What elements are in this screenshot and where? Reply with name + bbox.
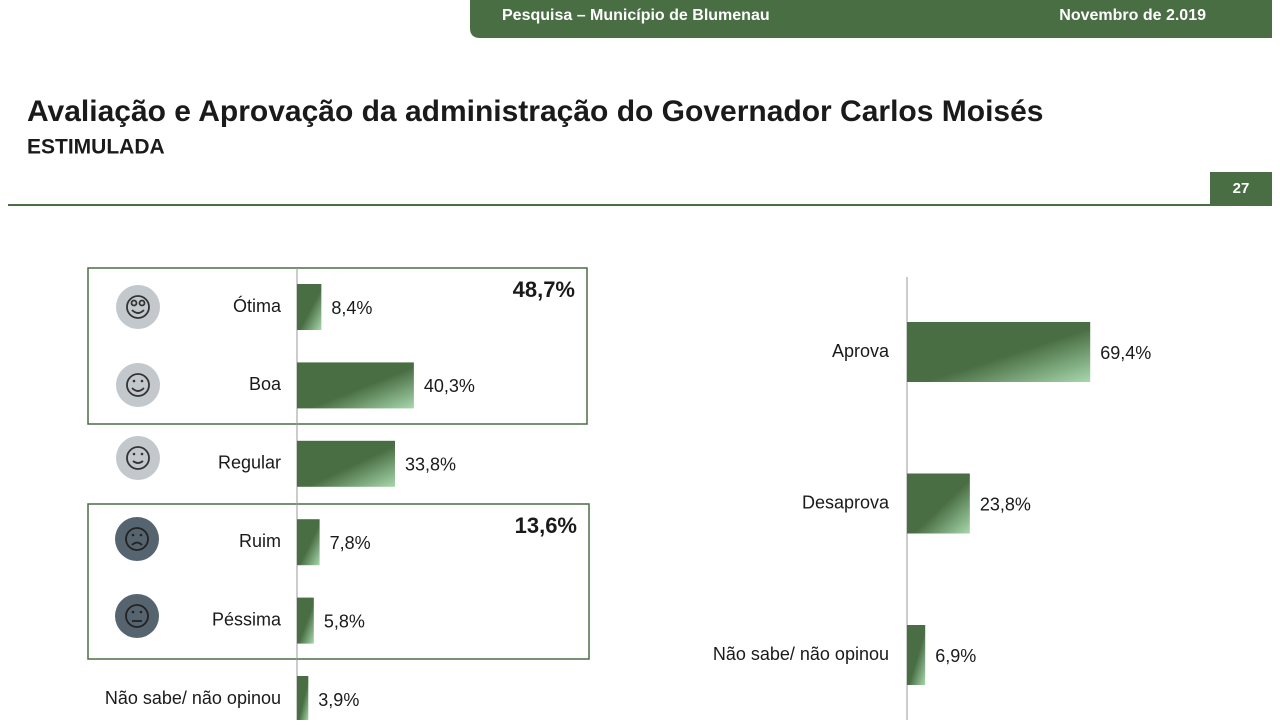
category-label: Boa — [249, 374, 282, 394]
group-box — [87, 267, 588, 425]
category-label: Desaprova — [802, 492, 890, 512]
bar — [297, 676, 309, 722]
group-box — [87, 503, 590, 660]
bar — [907, 625, 926, 685]
bar — [907, 473, 970, 534]
bar — [907, 322, 1091, 382]
value-label: 7,8% — [330, 533, 371, 553]
value-label: 6,9% — [935, 646, 976, 666]
value-label: 8,4% — [331, 298, 372, 318]
category-label: Não sabe/ não opinou — [713, 644, 889, 664]
bar — [297, 362, 414, 409]
bar — [297, 284, 322, 330]
value-label: 3,9% — [318, 690, 359, 710]
category-label: Ruim — [239, 531, 281, 551]
group-total: 48,7% — [513, 277, 575, 302]
category-label: Péssima — [212, 609, 282, 629]
value-label: 40,3% — [424, 376, 475, 396]
category-label: Não sabe/ não opinou — [105, 688, 281, 708]
value-label: 33,8% — [405, 455, 456, 475]
value-label: 69,4% — [1100, 343, 1151, 363]
icons — [115, 285, 160, 638]
bar — [297, 597, 314, 644]
title: Avaliação e Aprovação da administração d… — [27, 95, 1043, 128]
value-label: 23,8% — [980, 494, 1031, 514]
group-total: 13,6% — [515, 513, 577, 538]
category-label: Aprova — [832, 341, 890, 361]
subtitle: ESTIMULADA — [27, 136, 165, 159]
category-label: Regular — [218, 453, 281, 473]
page-box — [1210, 172, 1272, 205]
bar — [297, 519, 320, 566]
category-label: Ótima — [233, 295, 282, 316]
bar — [297, 440, 396, 487]
value-label: 5,8% — [324, 611, 365, 631]
date-label: Novembro de 2.019 — [1059, 7, 1206, 24]
survey-label: Pesquisa – Município de Blumenau — [502, 7, 770, 24]
page-number: 27 — [1233, 180, 1250, 197]
header-bar — [470, 0, 1272, 38]
